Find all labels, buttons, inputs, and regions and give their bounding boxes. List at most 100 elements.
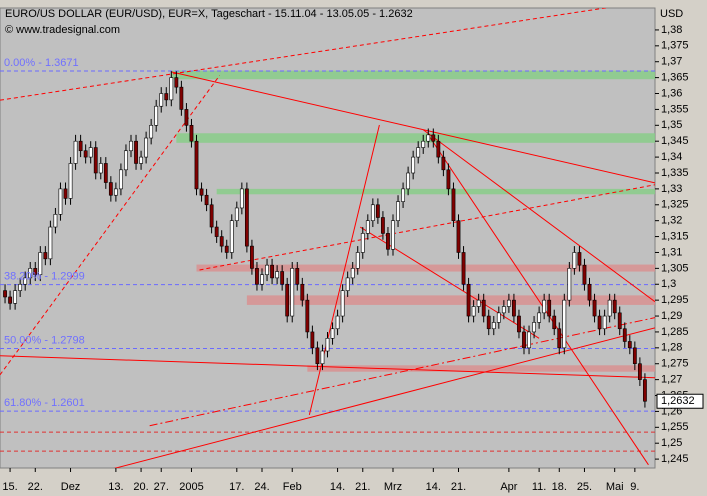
- y-tick-label: 1,335: [661, 167, 689, 179]
- last-price-box: [656, 393, 704, 409]
- candle-body: [108, 182, 113, 196]
- candle-body: [537, 312, 542, 323]
- candle-body: [451, 188, 456, 221]
- candle-body: [184, 109, 189, 126]
- candle-body: [48, 226, 53, 260]
- plot-area: [0, 7, 656, 469]
- y-tick-label: 1,325: [661, 199, 689, 211]
- candle-body: [557, 328, 562, 349]
- x-tick-label: 2005: [179, 481, 203, 493]
- candle-body: [360, 233, 365, 253]
- x-tick-label: Apr: [500, 481, 517, 493]
- candle-body: [577, 252, 582, 266]
- candle-body: [78, 140, 83, 152]
- candle-body: [416, 147, 421, 158]
- y-tick-label: 1,37: [661, 56, 682, 68]
- candle-body: [38, 252, 43, 276]
- candle-body: [461, 252, 466, 285]
- candle-body: [426, 134, 431, 142]
- candle-body: [411, 156, 416, 174]
- y-tick-label: 1,29: [661, 310, 682, 322]
- x-tick-label: 20.: [133, 481, 148, 493]
- candle-body: [154, 105, 159, 126]
- candle-body: [506, 299, 511, 307]
- candle-body: [627, 341, 632, 349]
- candle-body: [129, 140, 133, 152]
- candle-body: [572, 252, 577, 269]
- candle-body: [441, 156, 446, 171]
- x-tick-label: 18.: [552, 481, 567, 493]
- candle-body: [179, 86, 184, 110]
- candle-body: [476, 299, 481, 307]
- candle-body: [214, 226, 219, 237]
- candle-body: [209, 204, 214, 228]
- candle-body: [396, 201, 400, 221]
- trendline: [0, 355, 655, 379]
- candle-body: [522, 331, 526, 349]
- candle-body: [330, 328, 335, 339]
- candle-body: [139, 156, 143, 164]
- candle-body: [456, 220, 461, 253]
- candle-body: [527, 331, 531, 349]
- trendline: [171, 71, 655, 184]
- candle-body: [310, 331, 315, 349]
- y-tick-label: 1,375: [661, 40, 689, 52]
- x-tick-label: 15.: [2, 481, 17, 493]
- candle-body: [13, 290, 18, 304]
- chart-subtitle: © www.tradesignal.com: [5, 24, 120, 36]
- trendline: [422, 129, 655, 303]
- x-tick-label: 21.: [355, 481, 370, 493]
- candle-body: [335, 315, 340, 330]
- candle-body: [446, 169, 451, 190]
- candle-body: [612, 299, 617, 314]
- candle-body: [386, 233, 390, 250]
- candle-body: [582, 264, 587, 285]
- candle-body: [340, 290, 345, 317]
- y-tick-label: 1,36: [661, 87, 682, 99]
- candle-body: [622, 328, 627, 342]
- y-tick-label: 1,285: [661, 326, 689, 338]
- candle-body: [587, 283, 592, 301]
- fib-label: 0.00% - 1.3671: [4, 57, 79, 69]
- candle-body: [355, 252, 360, 269]
- candle-body: [134, 140, 138, 164]
- candle-body: [169, 77, 174, 101]
- candle-body: [345, 277, 350, 291]
- candle-body: [53, 214, 58, 228]
- candle-body: [466, 283, 471, 317]
- candle-body: [93, 147, 98, 174]
- candle-body: [33, 268, 38, 276]
- candle-body: [174, 77, 179, 88]
- x-tick-label: 22.: [28, 481, 43, 493]
- candle-body: [270, 264, 274, 279]
- candle-body: [23, 277, 28, 285]
- candle-body: [159, 93, 164, 107]
- candle-body: [43, 252, 48, 260]
- y-tick-label: 1,345: [661, 135, 689, 147]
- candle-body: [83, 150, 88, 158]
- x-tick-label: 13.: [108, 481, 123, 493]
- y-tick-label: 1,31: [661, 246, 682, 258]
- candle-body: [406, 172, 411, 190]
- trendline: [199, 184, 655, 271]
- candle-body: [8, 296, 12, 304]
- candle-body: [643, 379, 647, 402]
- candle-body: [305, 299, 310, 333]
- candle-body: [597, 315, 602, 330]
- candle-body: [119, 169, 123, 190]
- candle-body: [370, 204, 375, 221]
- candle-body: [517, 315, 521, 333]
- candle-body: [219, 236, 224, 247]
- x-tick-label: 9.: [630, 481, 639, 493]
- candle-body: [285, 283, 290, 317]
- x-tick-label: Feb: [283, 481, 302, 493]
- y-tick-label: 1,28: [661, 342, 682, 354]
- candle-body: [144, 137, 149, 158]
- trendline: [0, 8, 609, 101]
- candle-body: [164, 93, 169, 101]
- y-tick-label: 1,245: [661, 453, 689, 465]
- zone: [307, 365, 655, 372]
- trendline: [359, 226, 540, 339]
